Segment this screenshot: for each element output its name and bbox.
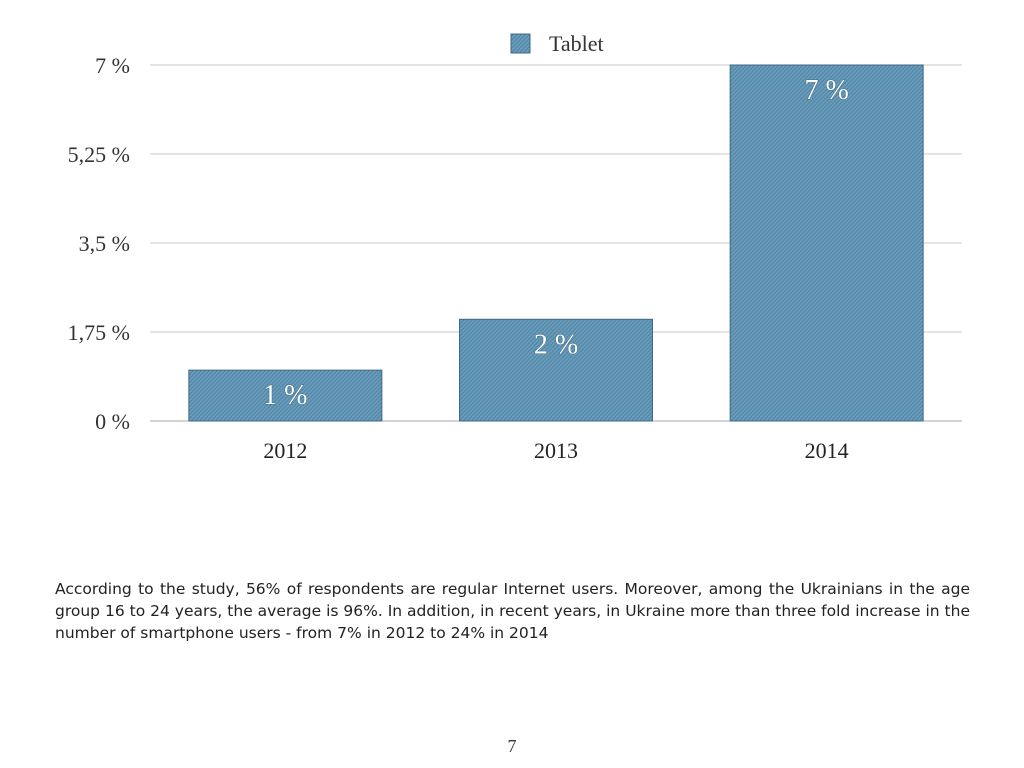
y-tick-label: 5,25 %	[68, 142, 130, 167]
bar	[188, 369, 383, 422]
y-axis-ticks: 0 % 1,75 % 3,5 % 5,25 % 7 %	[68, 53, 130, 434]
y-tick-label: 3,5 %	[79, 231, 130, 256]
legend-swatch	[510, 33, 531, 54]
legend: Tablet	[510, 31, 604, 56]
data-label: 7 %	[805, 75, 849, 106]
caption-text: According to the study, 56% of responden…	[55, 580, 970, 642]
bar-chart: 0 %1,75 %3,5 %5,25 %7 % 1 %2 %7 % 2012 20…	[68, 31, 962, 463]
bar	[459, 318, 653, 422]
x-axis-labels: 2012 2013 2014	[263, 438, 848, 463]
legend-label: Tablet	[549, 31, 604, 56]
bars: 1 % 2 % 7 %	[188, 64, 924, 422]
page-number: 7	[507, 736, 517, 756]
y-tick-label: 7 %	[95, 53, 130, 78]
data-label: 1 %	[263, 380, 307, 411]
bar	[729, 64, 924, 422]
data-label: 2 %	[534, 329, 578, 360]
y-tick-label: 0 %	[95, 409, 130, 434]
x-tick-label: 2013	[534, 438, 578, 463]
x-tick-label: 2012	[263, 438, 307, 463]
x-tick-label: 2014	[805, 438, 849, 463]
y-tick-label: 1,75 %	[68, 320, 130, 345]
